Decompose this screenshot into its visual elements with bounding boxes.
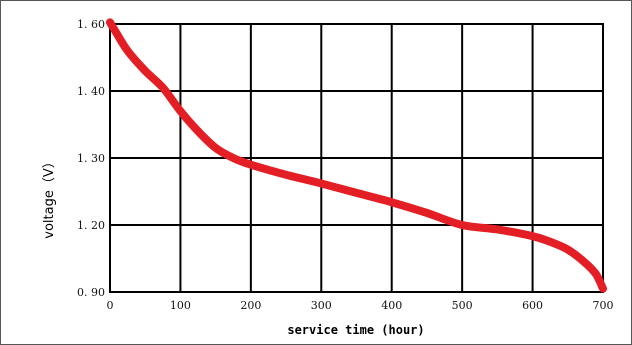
y-tick-label: 1. 40 xyxy=(77,85,105,98)
x-tick-label: 500 xyxy=(452,299,473,312)
x-tick-label: 600 xyxy=(522,299,543,312)
y-tick-label: 1. 30 xyxy=(77,152,105,165)
x-tick-label: 700 xyxy=(593,299,614,312)
y-tick-label: 0. 90 xyxy=(77,286,105,299)
x-tick-label: 0 xyxy=(107,299,114,312)
y-tick-labels: 0. 90 1. 20 1. 30 1. 40 1. 60 xyxy=(77,18,105,299)
x-tick-label: 400 xyxy=(381,299,402,312)
y-tick-label: 1. 60 xyxy=(77,18,105,31)
y-axis-title: voltage（V） xyxy=(42,155,57,238)
x-tick-label: 100 xyxy=(170,299,191,312)
series-line-0 xyxy=(106,18,607,293)
x-tick-labels: 0 100 200 300 400 500 600 700 xyxy=(107,299,614,312)
x-tick-label: 200 xyxy=(240,299,261,312)
x-axis-title: service time (hour) xyxy=(287,323,424,337)
y-tick-label: 1. 20 xyxy=(77,219,105,232)
series-layer xyxy=(106,18,607,293)
x-tick-label: 300 xyxy=(311,299,332,312)
plot-border xyxy=(109,23,604,293)
